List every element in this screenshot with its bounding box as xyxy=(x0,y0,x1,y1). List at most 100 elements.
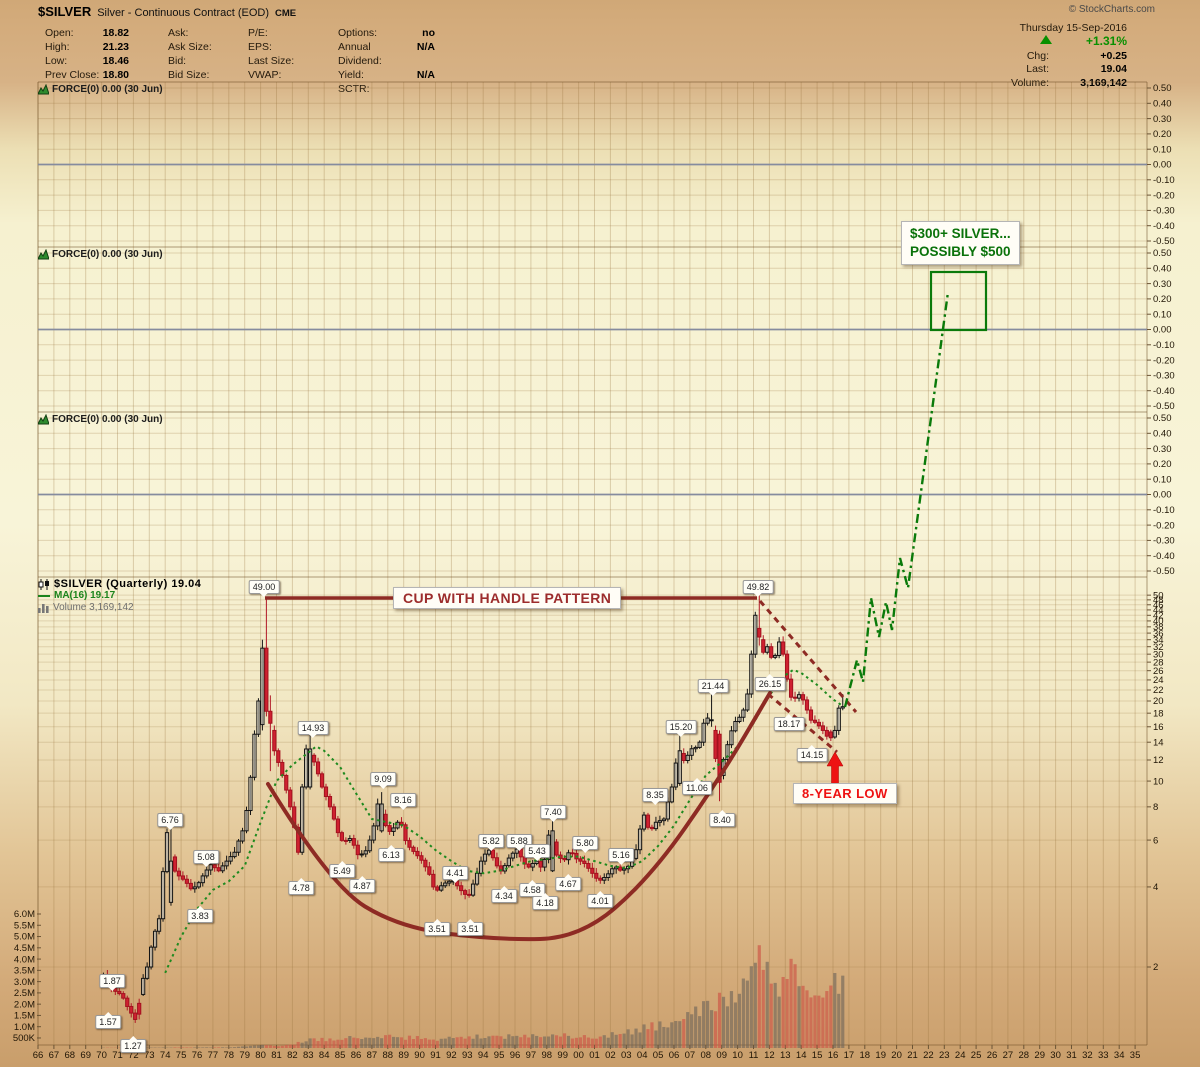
svg-text:07: 07 xyxy=(685,1050,696,1061)
svg-text:-0.30: -0.30 xyxy=(1153,371,1175,382)
ma16-line xyxy=(164,668,844,974)
force-panel-3-label: FORCE(0) 0.00 (30 Jun) xyxy=(38,414,163,425)
svg-text:85: 85 xyxy=(335,1050,346,1061)
svg-text:08: 08 xyxy=(701,1050,712,1061)
quote-row: High: 21.23 xyxy=(45,41,129,53)
svg-text:12: 12 xyxy=(764,1050,775,1061)
price-callout: 14.93 xyxy=(297,721,329,738)
svg-text:34: 34 xyxy=(1153,635,1164,646)
svg-text:02: 02 xyxy=(605,1050,616,1061)
eight-year-low-annotation: 8-YEAR LOW xyxy=(793,783,897,804)
svg-text:48: 48 xyxy=(1153,595,1164,606)
svg-text:76: 76 xyxy=(192,1050,203,1061)
svg-text:73: 73 xyxy=(144,1050,155,1061)
quote-column-fundamentals: P/E: EPS: Last Size: VWAP: xyxy=(248,26,320,82)
quote-row: Low: 18.46 xyxy=(45,55,129,67)
svg-text:6.0M: 6.0M xyxy=(14,909,35,920)
svg-text:68: 68 xyxy=(65,1050,76,1061)
svg-text:25: 25 xyxy=(971,1050,982,1061)
svg-text:29: 29 xyxy=(1034,1050,1045,1061)
svg-text:40: 40 xyxy=(1153,616,1164,627)
svg-text:12: 12 xyxy=(1153,755,1164,766)
svg-text:0.20: 0.20 xyxy=(1153,129,1172,140)
quote-date: Thursday 15-Sep-2016 xyxy=(1019,22,1127,34)
quote-volume: Volume:3,169,142 xyxy=(1011,76,1127,89)
svg-text:93: 93 xyxy=(462,1050,473,1061)
green-area-icon xyxy=(38,414,49,425)
svg-text:500K: 500K xyxy=(13,1033,36,1044)
svg-text:4.5M: 4.5M xyxy=(14,943,35,954)
price-callout: 6.76 xyxy=(157,813,183,830)
svg-text:03: 03 xyxy=(621,1050,632,1061)
price-target-annotation: $300+ SILVER... POSSIBLY $500 xyxy=(901,221,1020,265)
quote-last: Last: 19.04 xyxy=(1026,63,1127,76)
price-callout: 4.01 xyxy=(587,891,613,908)
price-callout: 49.00 xyxy=(248,580,280,597)
green-area-icon xyxy=(38,249,49,260)
svg-text:30: 30 xyxy=(1153,649,1164,660)
svg-text:78: 78 xyxy=(224,1050,235,1061)
price-callout: 5.16 xyxy=(608,848,634,865)
svg-text:4.0M: 4.0M xyxy=(14,954,35,965)
exchange: CME xyxy=(275,8,297,19)
quote-row: Bid: xyxy=(168,55,187,67)
price-callout: 1.57 xyxy=(95,1012,121,1029)
svg-text:79: 79 xyxy=(239,1050,250,1061)
svg-text:-0.10: -0.10 xyxy=(1153,505,1175,516)
svg-text:28: 28 xyxy=(1019,1050,1030,1061)
svg-text:2.5M: 2.5M xyxy=(14,988,35,999)
price-callout: 1.87 xyxy=(99,974,125,991)
svg-text:1.0M: 1.0M xyxy=(14,1022,35,1033)
svg-text:24: 24 xyxy=(955,1050,966,1061)
price-callout: 11.06 xyxy=(682,778,712,795)
svg-text:05: 05 xyxy=(653,1050,664,1061)
svg-text:18: 18 xyxy=(1153,708,1164,719)
svg-text:70: 70 xyxy=(96,1050,107,1061)
svg-text:0.10: 0.10 xyxy=(1153,474,1172,485)
svg-text:0.40: 0.40 xyxy=(1153,264,1172,275)
svg-text:0.10: 0.10 xyxy=(1153,309,1172,320)
quote-row: Options: no xyxy=(338,27,435,39)
svg-text:46: 46 xyxy=(1153,600,1164,611)
svg-text:26: 26 xyxy=(987,1050,998,1061)
svg-text:00: 00 xyxy=(573,1050,584,1061)
svg-text:6: 6 xyxy=(1153,835,1158,846)
green-area-icon xyxy=(38,84,49,95)
svg-text:71: 71 xyxy=(112,1050,123,1061)
title-bar: $SILVER Silver - Continuous Contract (EOD… xyxy=(38,3,296,19)
svg-text:-0.20: -0.20 xyxy=(1153,355,1175,366)
svg-text:4: 4 xyxy=(1153,882,1158,893)
svg-text:86: 86 xyxy=(351,1050,362,1061)
cup-pattern-curve xyxy=(266,691,772,942)
price-callout: 1.27 xyxy=(120,1036,146,1053)
price-callout: 26.15 xyxy=(754,674,786,691)
svg-text:0.40: 0.40 xyxy=(1153,429,1172,440)
svg-text:20: 20 xyxy=(1153,696,1164,707)
svg-text:0.50: 0.50 xyxy=(1153,248,1172,259)
price-series-label: $SILVER (Quarterly) 19.04 xyxy=(38,578,201,590)
svg-text:38: 38 xyxy=(1153,622,1164,633)
price-callout: 4.18 xyxy=(532,893,558,910)
quote-column-bid-ask: Ask: Ask Size: Bid: Bid Size: xyxy=(168,26,230,82)
price-callout: 4.34 xyxy=(491,886,517,903)
svg-text:28: 28 xyxy=(1153,657,1164,668)
up-triangle-icon xyxy=(1039,35,1052,45)
svg-text:23: 23 xyxy=(939,1050,950,1061)
volume-series-label: Volume 3,169,142 xyxy=(38,602,201,614)
svg-text:17: 17 xyxy=(844,1050,855,1061)
svg-text:34: 34 xyxy=(1114,1050,1125,1061)
svg-text:13: 13 xyxy=(780,1050,791,1061)
svg-text:90: 90 xyxy=(414,1050,425,1061)
svg-text:88: 88 xyxy=(383,1050,394,1061)
quote-row: Bid Size: xyxy=(168,69,210,81)
svg-text:95: 95 xyxy=(494,1050,505,1061)
price-callout: 3.51 xyxy=(424,919,450,936)
price-callout: 15.20 xyxy=(665,720,697,737)
svg-text:26: 26 xyxy=(1153,666,1164,677)
force-panel-1-label: FORCE(0) 0.00 (30 Jun) xyxy=(38,84,163,95)
svg-text:24: 24 xyxy=(1153,675,1164,686)
svg-text:0.30: 0.30 xyxy=(1153,279,1172,290)
quote-row: P/E: xyxy=(248,27,268,39)
instrument-name: Silver - Continuous Contract (EOD) xyxy=(97,7,269,19)
svg-text:99: 99 xyxy=(557,1050,568,1061)
